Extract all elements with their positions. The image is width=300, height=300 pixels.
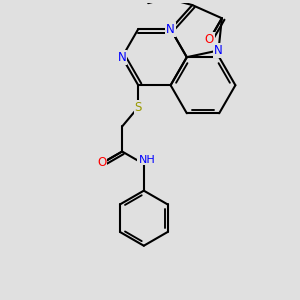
Text: N: N bbox=[214, 44, 223, 57]
Text: S: S bbox=[134, 101, 142, 114]
Text: N: N bbox=[118, 51, 126, 64]
Text: N: N bbox=[166, 22, 175, 36]
Text: O: O bbox=[97, 156, 106, 169]
Text: O: O bbox=[205, 33, 214, 46]
Text: NH: NH bbox=[138, 154, 155, 165]
